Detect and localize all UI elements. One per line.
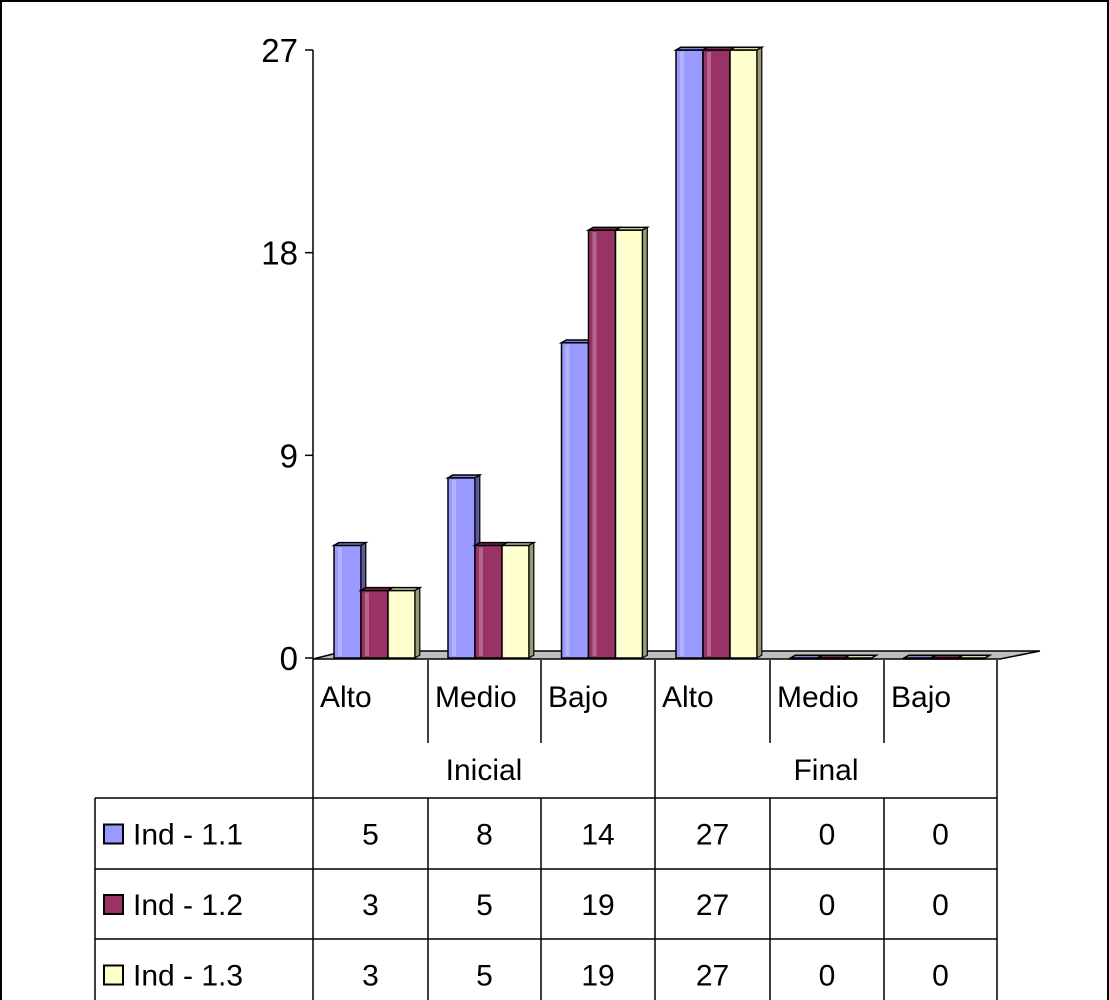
table-cell: 0 (819, 889, 836, 922)
y-tick-label-0: 0 (280, 640, 298, 677)
bar-highlight (592, 232, 597, 657)
table-cell: 0 (932, 819, 949, 852)
bar-highlight (565, 344, 570, 656)
value-axis: 0 9 18 27 (261, 32, 314, 677)
group-label: Final (793, 754, 858, 787)
legend-swatch (103, 823, 124, 845)
legend-swatch (103, 894, 124, 915)
category-label: Alto (662, 681, 714, 714)
bar-side (528, 541, 535, 660)
bar-top (841, 654, 880, 659)
table-cell: 0 (819, 960, 836, 993)
bars (331, 46, 993, 660)
bar-front (587, 229, 617, 659)
bar-front (447, 477, 476, 659)
y-tick-label-27: 27 (261, 32, 298, 69)
table-cell: 19 (581, 889, 614, 922)
bar-highlight (734, 52, 738, 656)
bar-highlight (479, 547, 483, 656)
table-cell: 27 (696, 960, 729, 993)
legend-swatch (103, 964, 124, 986)
category-label: Bajo (891, 681, 951, 714)
bar-front (360, 589, 389, 659)
bar (841, 654, 880, 660)
bar-side (414, 586, 421, 660)
bar (727, 46, 765, 660)
category-label: Medio (435, 681, 517, 714)
table-cell: 19 (581, 960, 614, 993)
table-cell: 8 (476, 819, 493, 852)
table-cell: 3 (362, 889, 379, 922)
bar-top (955, 654, 993, 659)
bar (331, 541, 369, 660)
bar-highlight (338, 547, 342, 656)
bar-highlight (680, 52, 684, 656)
bar-front (560, 341, 590, 659)
data-table: Alto Medio Bajo Alto Medio Bajo Inicial Final In… (94, 660, 998, 1000)
table-cell: 5 (476, 889, 493, 922)
table-cell: 5 (362, 819, 379, 852)
bar (955, 654, 993, 660)
bar (612, 226, 651, 660)
bar-highlight (619, 232, 624, 657)
bar-highlight (452, 479, 456, 656)
y-tick-label-18: 18 (261, 235, 298, 272)
bar-highlight (506, 547, 510, 656)
table-cell: 14 (581, 819, 614, 852)
bar (499, 541, 537, 660)
bar-highlight (365, 592, 369, 656)
category-label: Medio (777, 681, 859, 714)
table-cell: 0 (932, 889, 949, 922)
bar-front (387, 589, 416, 659)
y-tick-label-9: 9 (280, 437, 298, 474)
table-cell: 3 (362, 960, 379, 993)
category-label: Alto (320, 681, 372, 714)
group-label: Inicial (446, 754, 523, 787)
table-cell: 5 (476, 960, 493, 993)
legend-label: Ind - 1.1 (133, 819, 243, 852)
legend-label: Ind - 1.2 (133, 889, 243, 922)
category-label: Bajo (548, 681, 608, 714)
bar (385, 586, 423, 660)
bar (472, 541, 510, 660)
bar-side (756, 46, 763, 660)
table-cell: 0 (932, 960, 949, 993)
table-cell: 27 (696, 819, 729, 852)
bar-highlight (392, 592, 396, 656)
legend-label: Ind - 1.3 (133, 960, 243, 993)
table-cell: 0 (819, 819, 836, 852)
table-cell: 27 (696, 889, 729, 922)
bar-highlight (707, 52, 711, 656)
bar-side (641, 226, 648, 660)
bar-front (614, 229, 644, 659)
bar-front (501, 544, 530, 659)
